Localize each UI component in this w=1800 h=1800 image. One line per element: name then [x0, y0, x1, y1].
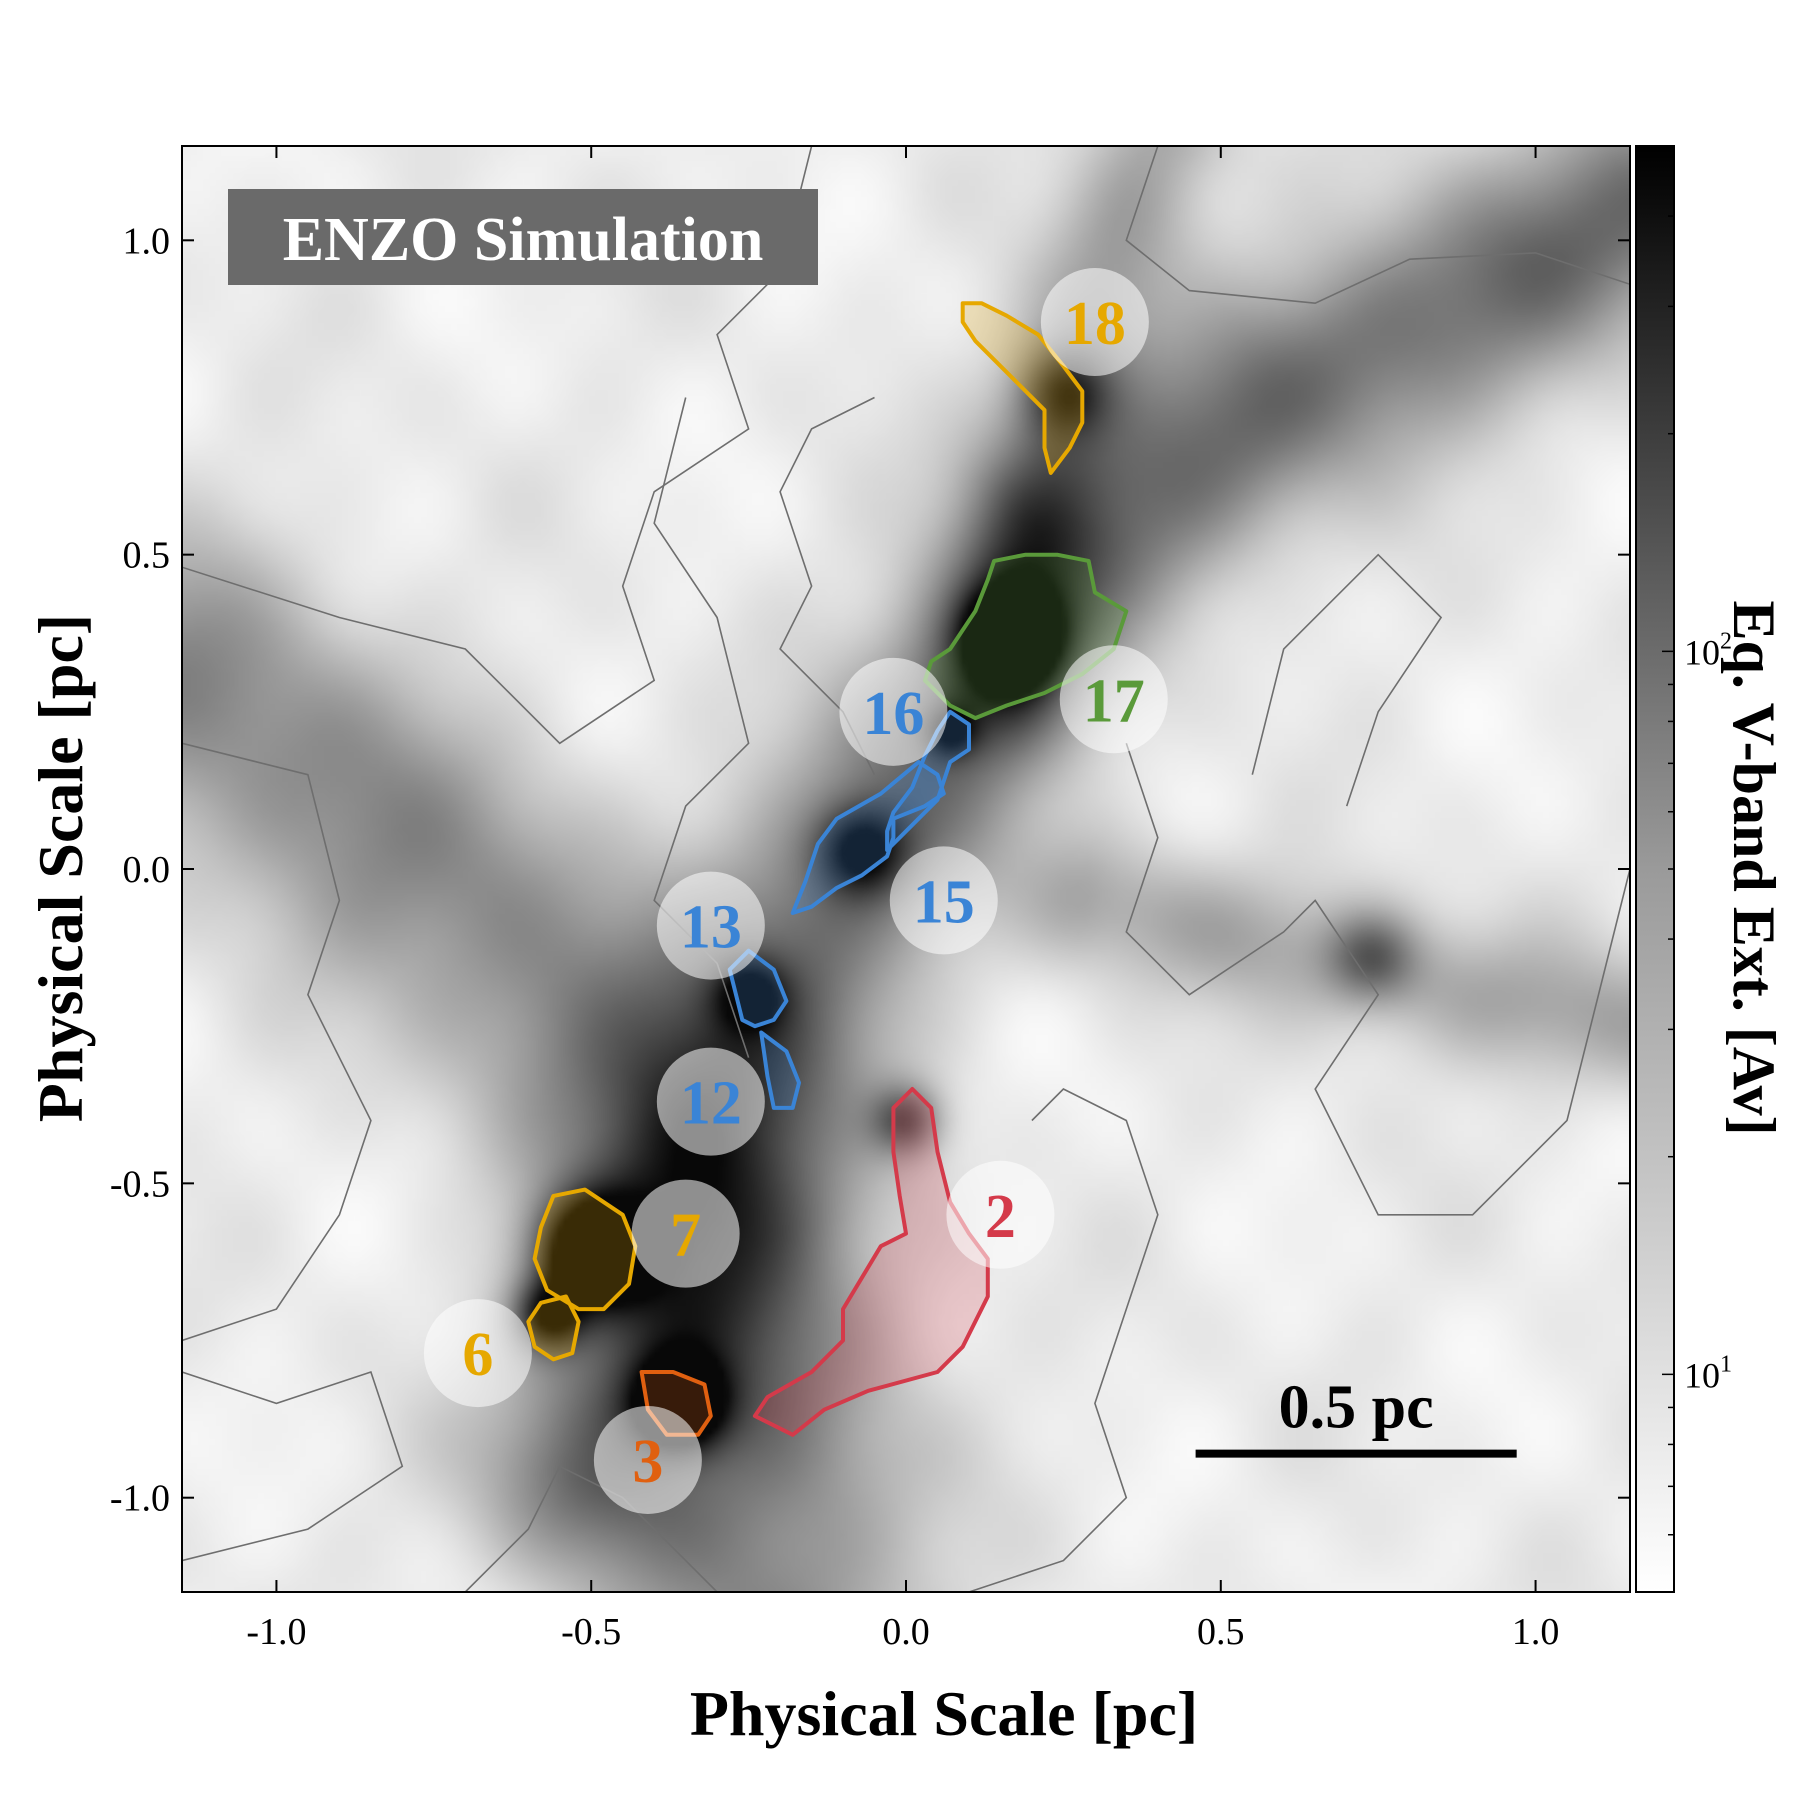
background-contour-1 — [1125, 146, 1630, 305]
background-contour-7 — [968, 1088, 1159, 1592]
background-contour-5 — [1251, 553, 1443, 807]
clump-17-label-halo — [1059, 645, 1168, 754]
x-tick-label: -0.5 — [561, 1611, 621, 1653]
clump-7-label-halo — [631, 1179, 740, 1288]
clump-contours — [526, 301, 1129, 1437]
background-contour-8 — [464, 1465, 718, 1592]
y-tick-label: -1.0 — [110, 1478, 170, 1520]
clump-17-label: 17 — [1083, 667, 1145, 735]
scale-bar: 0.5 pc — [1195, 1374, 1517, 1458]
colorbar-label: Eq. V-band Ext. [Av] — [1721, 600, 1787, 1135]
clump-7-contour — [532, 1187, 638, 1312]
background-contour-0 — [182, 146, 813, 745]
clump-12-contour — [759, 1030, 801, 1110]
clump-6-contour — [526, 1294, 581, 1362]
chart-title: ENZO Simulation — [283, 206, 764, 274]
background-contour-9 — [182, 1370, 404, 1562]
title-box: ENZO Simulation — [228, 189, 818, 285]
background-contours — [182, 146, 1630, 1592]
clump-15-contour — [790, 760, 946, 915]
clump-15-label: 15 — [913, 868, 975, 936]
x-tick-label: 1.0 — [1512, 1611, 1560, 1653]
clump-13-label: 13 — [680, 894, 742, 962]
x-axis-label: Physical Scale [pc] — [690, 1678, 1198, 1749]
plot-area: 18 17 16 15 13 12 2 7 6 3 — [181, 145, 1631, 1593]
colorbar-tick-label: 102 — [1684, 628, 1732, 672]
clump-6-label: 6 — [462, 1321, 493, 1389]
background-contour-4 — [1125, 743, 1630, 1216]
clump-18-label-halo — [1040, 268, 1149, 377]
y-tick-label: 1.0 — [123, 220, 171, 262]
y-axis-label: Physical Scale [pc] — [25, 614, 96, 1122]
clump-16-contour — [885, 709, 971, 853]
clump-18-label: 18 — [1064, 290, 1126, 358]
title-background — [228, 189, 818, 285]
clump-7-label: 7 — [670, 1202, 701, 1270]
clump-15-label-halo — [889, 846, 998, 955]
background-contour-6 — [182, 742, 372, 1342]
colorbar-tick-label: 101 — [1684, 1351, 1732, 1395]
clump-labels: 18 17 16 15 13 12 2 7 6 3 — [423, 268, 1168, 1514]
clump-18-contour — [960, 301, 1085, 475]
colorbar-ticks: 101 102 — [1662, 145, 1732, 1593]
x-tick-label: 0.5 — [1197, 1611, 1245, 1653]
clump-13-label-halo — [656, 871, 765, 980]
clump-13-contour — [727, 948, 789, 1029]
y-axis: -1.0 -0.5 0.0 0.5 1.0 — [110, 220, 1630, 1520]
x-tick-label: 0.0 — [882, 1611, 930, 1653]
x-tick-label: -1.0 — [246, 1611, 306, 1653]
clump-2-contour — [752, 1087, 990, 1437]
clump-16-label-halo — [839, 657, 948, 766]
clump-12-label: 12 — [680, 1070, 742, 1138]
clump-2-label: 2 — [985, 1183, 1016, 1251]
clump-6-label-halo — [423, 1299, 532, 1408]
y-tick-label: 0.5 — [123, 535, 171, 577]
clump-3-label-halo — [593, 1405, 702, 1514]
scale-bar-label: 0.5 pc — [1279, 1374, 1434, 1442]
colorbar-gradient — [1635, 145, 1675, 1593]
y-tick-label: -0.5 — [110, 1163, 170, 1205]
colorbar: 101 102 Eq. V-band Ext. [Av] — [1635, 145, 1787, 1593]
clump-12-label-halo — [656, 1047, 765, 1156]
clump-3-label: 3 — [632, 1428, 663, 1496]
x-axis: -1.0 -0.5 0.0 0.5 1.0 — [246, 146, 1559, 1653]
clump-16-label: 16 — [862, 680, 924, 748]
y-tick-label: 0.0 — [123, 849, 171, 891]
clump-2-label-halo — [946, 1160, 1055, 1269]
